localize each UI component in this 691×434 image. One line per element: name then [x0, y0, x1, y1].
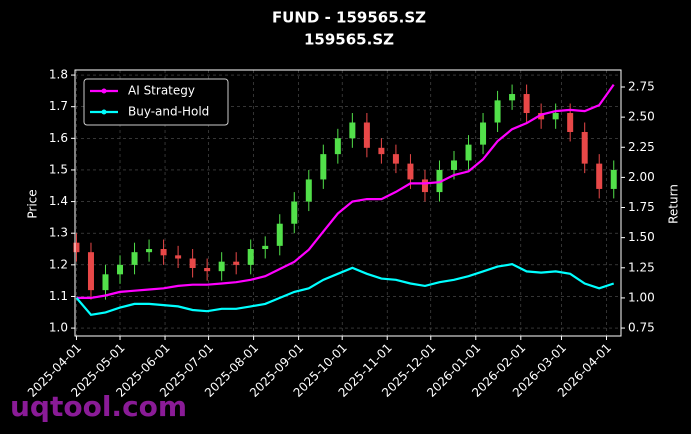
- candle-body: [189, 258, 196, 268]
- chart-subtitle: 159565.SZ: [304, 31, 394, 49]
- candle-body: [262, 245, 269, 250]
- candle-body: [538, 113, 545, 120]
- series-line: [75, 263, 615, 316]
- candle-body: [523, 94, 530, 114]
- candle-body: [146, 249, 153, 253]
- candle-body: [73, 242, 80, 253]
- plot-frame: [74, 69, 622, 337]
- candle-body: [494, 100, 501, 123]
- candle-body: [320, 154, 327, 180]
- candle-body: [87, 252, 94, 291]
- candle-body: [160, 249, 167, 256]
- candle-body: [117, 264, 124, 275]
- y-tick-label: 1.8: [49, 68, 68, 82]
- legend-label: Buy-and-Hold: [128, 105, 209, 119]
- candle-body: [349, 122, 356, 139]
- candle-body: [291, 201, 298, 224]
- legend: AI Strategy Buy-and-Hold: [83, 78, 229, 126]
- candle-body: [610, 169, 617, 189]
- candle-body: [378, 147, 385, 155]
- candle-body: [509, 94, 516, 101]
- y-tick-label: 1.3: [49, 226, 68, 240]
- watermark: uqtool.com: [10, 390, 187, 423]
- chart-title: FUND - 159565.SZ: [272, 9, 426, 27]
- candle-body: [451, 160, 458, 170]
- candle-body: [421, 179, 428, 193]
- candle-body: [233, 261, 240, 265]
- y-tick-label: 1.7: [49, 99, 68, 113]
- candle-body: [392, 154, 399, 164]
- candle-body: [596, 163, 603, 189]
- candle-body: [175, 255, 182, 259]
- candle-body: [204, 267, 211, 272]
- y-tick-label: 1.1: [49, 289, 68, 303]
- legend-marker: [101, 109, 107, 115]
- y-tick-label: 1.0: [49, 321, 68, 335]
- y2-axis-label: Return: [667, 184, 681, 224]
- legend-label: AI Strategy: [128, 84, 195, 98]
- candle-body: [465, 144, 472, 161]
- y-tick-label: 1.5: [49, 162, 68, 176]
- candle-body: [276, 223, 283, 246]
- candle-body: [480, 122, 487, 145]
- y-tick-label: 1.6: [49, 131, 68, 145]
- candle-body: [305, 179, 312, 202]
- legend-box: [83, 78, 229, 126]
- y-tick-label: 1.2: [49, 257, 68, 271]
- y2-tick-label: 1.75: [628, 200, 655, 214]
- candle-body: [131, 252, 138, 265]
- y-tick-label: 1.4: [49, 194, 68, 208]
- candle-body: [407, 163, 414, 180]
- y2-tick-label: 2.50: [628, 110, 655, 124]
- y2-tick-label: 2.25: [628, 140, 655, 154]
- candle-body: [567, 113, 574, 132]
- candle-body: [581, 131, 588, 164]
- y2-tick-label: 2.00: [628, 170, 655, 184]
- y2-tick-label: 1.50: [628, 230, 655, 244]
- candle-body: [334, 138, 341, 155]
- y2-tick-label: 1.00: [628, 290, 655, 304]
- candle-body: [102, 274, 109, 291]
- legend-marker: [101, 88, 107, 94]
- series-line: [76, 83, 615, 299]
- y2-tick-label: 1.25: [628, 260, 655, 274]
- y2-tick-label: 0.75: [628, 321, 655, 335]
- y2-tick-label: 2.75: [628, 79, 655, 93]
- candle-body: [218, 261, 225, 272]
- candle-body: [247, 249, 254, 265]
- candle-body: [363, 122, 370, 148]
- candle-body: [552, 113, 559, 120]
- y-axis-label: Price: [26, 189, 40, 218]
